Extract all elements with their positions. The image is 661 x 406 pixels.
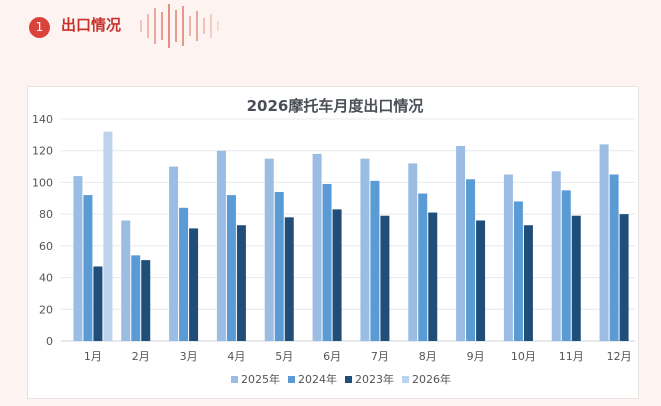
- x-tick-label: 8月: [419, 350, 437, 363]
- bar: [274, 191, 284, 341]
- legend-label: 2025年: [241, 372, 280, 386]
- bar: [284, 217, 294, 341]
- bar: [131, 255, 141, 341]
- legend-label: 2026年: [412, 372, 451, 386]
- y-tick-label: 0: [46, 335, 53, 348]
- x-tick-label: 12月: [607, 350, 632, 363]
- bar: [456, 145, 466, 341]
- bar: [561, 190, 571, 341]
- legend-swatch: [288, 376, 295, 383]
- bar: [121, 220, 131, 341]
- x-tick-label: 6月: [323, 350, 341, 363]
- bar: [476, 220, 486, 341]
- bar: [103, 131, 113, 341]
- bar: [179, 207, 189, 341]
- chart-card: 2026摩托车月度出口情况 0 20 40 60 80 100 120 140 1月 2月 3月 4…: [27, 86, 639, 399]
- bar: [380, 215, 390, 341]
- x-tick-label: 2月: [132, 350, 150, 363]
- legend-label: 2024年: [298, 372, 337, 386]
- bar: [141, 260, 151, 341]
- legend-item: 2024年: [288, 372, 337, 386]
- bar: [83, 195, 93, 341]
- bar: [428, 212, 438, 341]
- y-tick-label: 80: [39, 208, 53, 221]
- legend-item: 2023年: [345, 372, 394, 386]
- bar: [503, 174, 513, 341]
- bar: [189, 228, 199, 341]
- bar: [619, 214, 629, 341]
- y-tick-label: 20: [39, 303, 53, 316]
- legend-label: 2023年: [355, 372, 394, 386]
- bar: [322, 184, 332, 341]
- bar: [264, 158, 274, 341]
- bar-chart: 2026摩托车月度出口情况 0 20 40 60 80 100 120 140 1月 2月 3月 4…: [32, 97, 635, 386]
- x-tick-label: 7月: [371, 350, 389, 363]
- bar: [466, 179, 476, 341]
- bar: [360, 158, 370, 341]
- sound-wave-decoration-icon: [140, 4, 219, 48]
- y-tick-label: 40: [39, 272, 53, 285]
- legend-item: 2025年: [231, 372, 280, 386]
- x-tick-label: 11月: [559, 350, 584, 363]
- bar: [216, 150, 226, 341]
- x-tick-label: 5月: [275, 350, 293, 363]
- bar: [551, 171, 561, 341]
- bar: [73, 176, 83, 341]
- bar: [408, 163, 418, 341]
- legend-swatch: [345, 376, 352, 383]
- y-tick-label: 140: [32, 113, 53, 126]
- bar: [332, 209, 342, 341]
- bar: [226, 195, 236, 341]
- bar: [609, 174, 619, 341]
- bar: [93, 266, 103, 341]
- bar: [523, 225, 533, 341]
- chart-title: 2026摩托车月度出口情况: [247, 97, 424, 115]
- x-tick-label: 4月: [227, 350, 245, 363]
- section-number-badge: 1: [29, 17, 50, 38]
- x-tick-label: 3月: [180, 350, 198, 363]
- y-tick-label: 60: [39, 240, 53, 253]
- legend-swatch: [402, 376, 409, 383]
- x-tick-label: 10月: [511, 350, 536, 363]
- bar: [236, 225, 246, 341]
- legend-swatch: [231, 376, 238, 383]
- section-title: 出口情况: [61, 16, 122, 34]
- bar: [312, 153, 322, 341]
- bar: [599, 144, 609, 341]
- bar: [370, 180, 380, 341]
- bar: [513, 201, 523, 341]
- y-tick-label: 120: [32, 145, 53, 158]
- y-tick-label: 100: [32, 176, 53, 189]
- x-tick-label: 1月: [84, 350, 102, 363]
- x-tick-label: 9月: [467, 350, 485, 363]
- bar: [571, 215, 581, 341]
- bar: [169, 166, 179, 341]
- bar: [418, 193, 428, 341]
- legend-item: 2026年: [402, 372, 451, 386]
- section-header: 1 出口情况: [0, 0, 661, 52]
